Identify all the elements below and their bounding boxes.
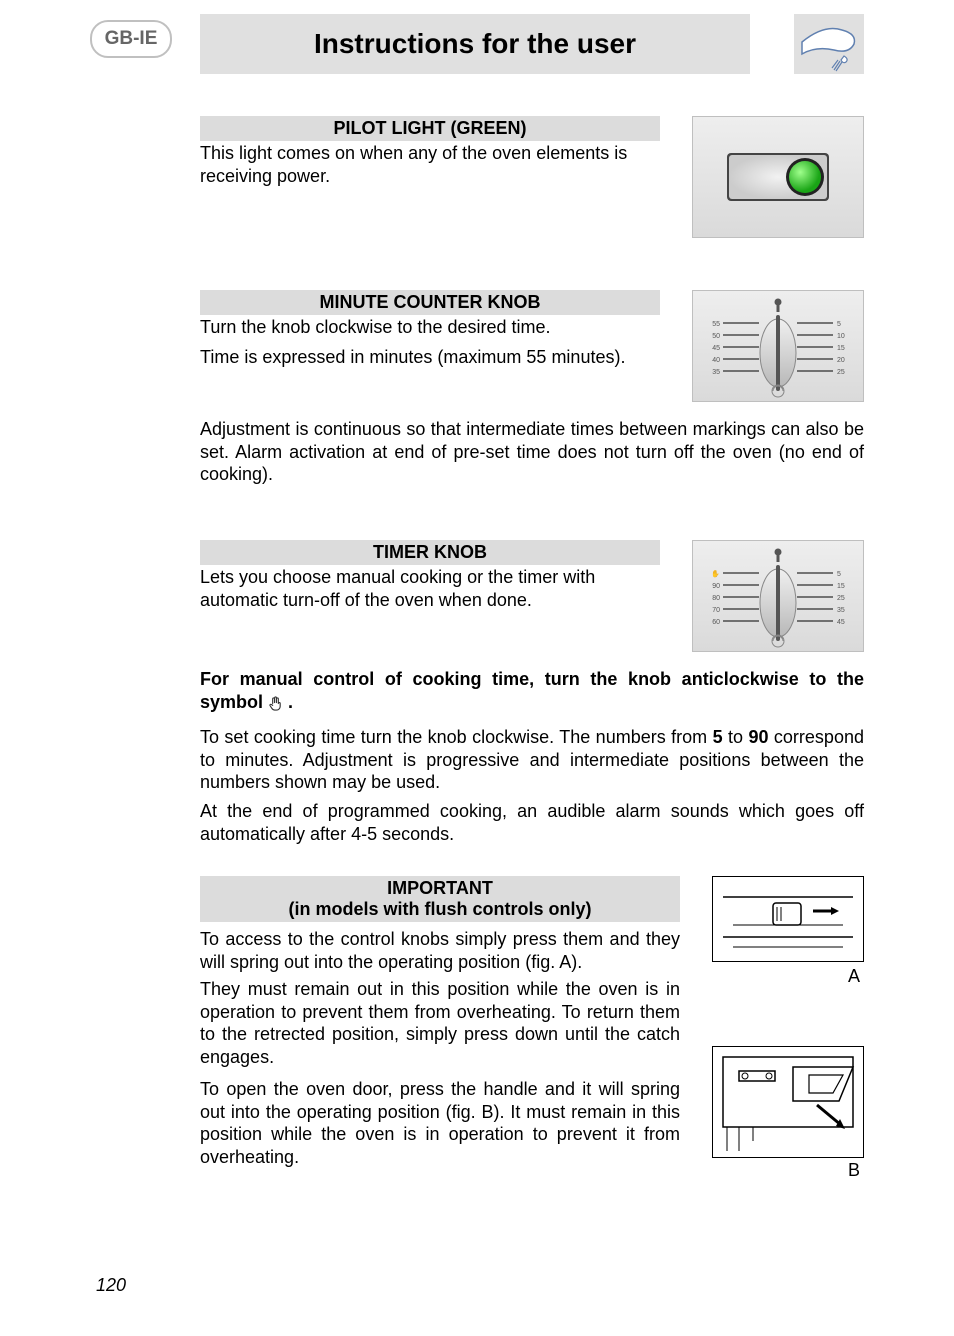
- svg-text:15: 15: [837, 345, 845, 352]
- pilot-light-figure: [692, 116, 864, 238]
- page-number: 120: [96, 1275, 126, 1296]
- important-para2: They must remain out in this position wh…: [200, 978, 680, 1068]
- minute-para-wide: Adjustment is continuous so that interme…: [200, 418, 864, 486]
- minute-heading: MINUTE COUNTER KNOB: [200, 290, 660, 315]
- page-title: Instructions for the user: [200, 14, 750, 74]
- svg-text:5: 5: [837, 321, 841, 328]
- svg-text:45: 45: [712, 345, 720, 352]
- svg-text:5: 5: [837, 571, 841, 578]
- timer-knob-figure: ✋ 90 80 70 60 5 15 25 35 45: [692, 540, 864, 652]
- svg-text:80: 80: [712, 595, 720, 602]
- spoon-icon: [794, 14, 864, 74]
- timer-bold-90: 90: [748, 727, 768, 747]
- svg-text:25: 25: [837, 369, 845, 376]
- svg-text:90: 90: [712, 583, 720, 590]
- svg-text:10: 10: [837, 333, 845, 340]
- language-pill: GB-IE: [90, 20, 172, 58]
- timer-heading: TIMER KNOB: [200, 540, 660, 565]
- minute-para1: Turn the knob clockwise to the desired t…: [200, 316, 660, 339]
- timer-para1: Lets you choose manual cooking or the ti…: [200, 566, 660, 611]
- timer-bold-prefix: For manual control of cooking time, turn…: [200, 669, 864, 712]
- svg-text:35: 35: [837, 607, 845, 614]
- svg-text:15: 15: [837, 583, 845, 590]
- figure-a: [712, 876, 864, 962]
- svg-text:55: 55: [712, 321, 720, 328]
- minute-para2: Time is expressed in minutes (maximum 55…: [200, 346, 660, 369]
- timer-mid: to: [728, 727, 748, 747]
- important-heading: IMPORTANT (in models with flush controls…: [200, 876, 680, 922]
- svg-text:60: 60: [712, 619, 720, 626]
- figure-b: [712, 1046, 864, 1158]
- hand-icon: [268, 694, 283, 709]
- svg-text:45: 45: [837, 619, 845, 626]
- pilot-paragraph: This light comes on when any of the oven…: [200, 142, 660, 187]
- figure-b-label: B: [848, 1160, 860, 1181]
- important-para1: To access to the control knobs simply pr…: [200, 928, 680, 973]
- figure-a-label: A: [848, 966, 860, 987]
- minute-knob-figure: 55 50 45 40 35 5 10 15 20 25: [692, 290, 864, 402]
- timer-para3-a: To set cooking time turn the knob clockw…: [200, 727, 713, 747]
- svg-text:✋: ✋: [711, 569, 720, 578]
- important-heading-line2: (in models with flush controls only): [200, 899, 680, 920]
- timer-bold-suffix: .: [288, 692, 293, 712]
- important-heading-line1: IMPORTANT: [200, 878, 680, 899]
- svg-text:40: 40: [712, 357, 720, 364]
- svg-text:20: 20: [837, 357, 845, 364]
- timer-para-block: To set cooking time turn the knob clockw…: [200, 726, 864, 794]
- svg-text:35: 35: [712, 369, 720, 376]
- svg-text:50: 50: [712, 333, 720, 340]
- timer-para4: At the end of programmed cooking, an aud…: [200, 800, 864, 845]
- pilot-heading: PILOT LIGHT (GREEN): [200, 116, 660, 141]
- timer-bold-para: For manual control of cooking time, turn…: [200, 668, 864, 713]
- svg-text:25: 25: [837, 595, 845, 602]
- svg-text:70: 70: [712, 607, 720, 614]
- timer-bold-5: 5: [713, 727, 723, 747]
- important-para3: To open the oven door, press the handle …: [200, 1078, 680, 1168]
